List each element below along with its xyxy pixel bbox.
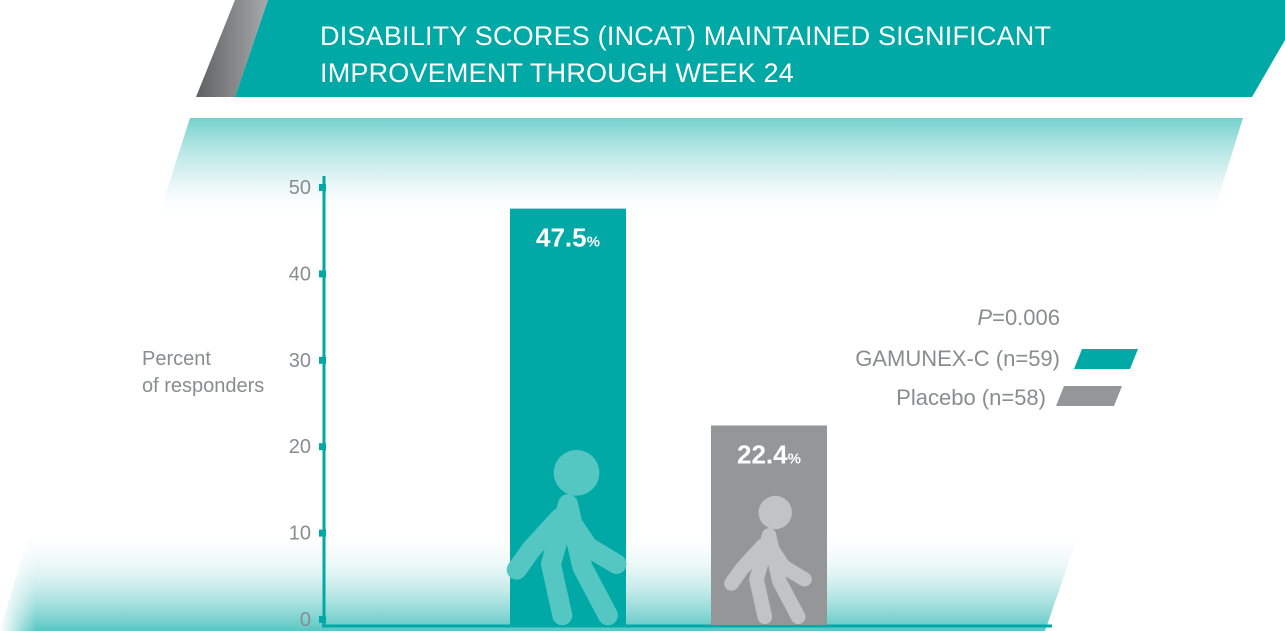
title-banner-teal — [235, 0, 1285, 97]
data-label-gamunex-c: 47.5% — [536, 223, 600, 253]
walking-person-icon — [506, 450, 627, 626]
p-value: P=0.006 — [977, 305, 1060, 330]
background-left-fade — [0, 500, 300, 631]
background-top-band — [158, 118, 1243, 218]
y-tick-mark — [319, 270, 326, 278]
legend-swatch-gamunex-c — [1074, 349, 1138, 369]
y-tick-label: 0 — [300, 609, 311, 631]
data-label-placebo-unit: % — [788, 450, 801, 467]
title-banner: DISABILITY SCORES (INCAT) MAINTAINED SIG… — [196, 0, 1285, 97]
title-line-2: IMPROVEMENT THROUGH WEEK 24 — [320, 58, 794, 88]
p-value-prefix: P — [977, 305, 992, 330]
y-tick-label: 30 — [289, 350, 311, 372]
walking-person-icon — [724, 495, 812, 625]
y-axis-label: Percent of responders — [142, 348, 264, 397]
legend-label-placebo: Placebo (n=58) — [896, 385, 1046, 410]
title-banner-gray-strip — [196, 0, 268, 97]
data-label-placebo: 22.4% — [737, 439, 801, 469]
y-axis-ticks: 0 10 20 30 40 50 — [289, 177, 326, 631]
y-tick-mark — [319, 616, 326, 623]
y-tick-label: 20 — [289, 436, 311, 458]
title-line-1: DISABILITY SCORES (INCAT) MAINTAINED SIG… — [320, 21, 1051, 51]
y-tick-label: 50 — [289, 177, 311, 199]
legend-label-gamunex-c: GAMUNEX-C (n=59) — [855, 346, 1060, 371]
y-tick-mark — [319, 184, 326, 191]
data-label-gamunex-c-value: 47.5 — [536, 223, 587, 253]
y-tick-label: 10 — [289, 523, 311, 545]
legend-swatch-placebo — [1056, 386, 1122, 406]
y-axis-label-line-2: of responders — [142, 375, 264, 397]
data-label-gamunex-c-unit: % — [587, 234, 600, 251]
legend: P=0.006 GAMUNEX-C (n=59) Placebo (n=58) — [855, 305, 1138, 410]
y-tick-label: 40 — [289, 263, 311, 285]
p-value-rest: =0.006 — [992, 305, 1060, 330]
y-axis-label-line-1: Percent — [142, 348, 211, 370]
data-label-placebo-value: 22.4 — [737, 439, 788, 469]
y-tick-mark — [319, 356, 326, 364]
y-tick-mark — [319, 443, 326, 451]
y-tick-mark — [319, 529, 326, 537]
